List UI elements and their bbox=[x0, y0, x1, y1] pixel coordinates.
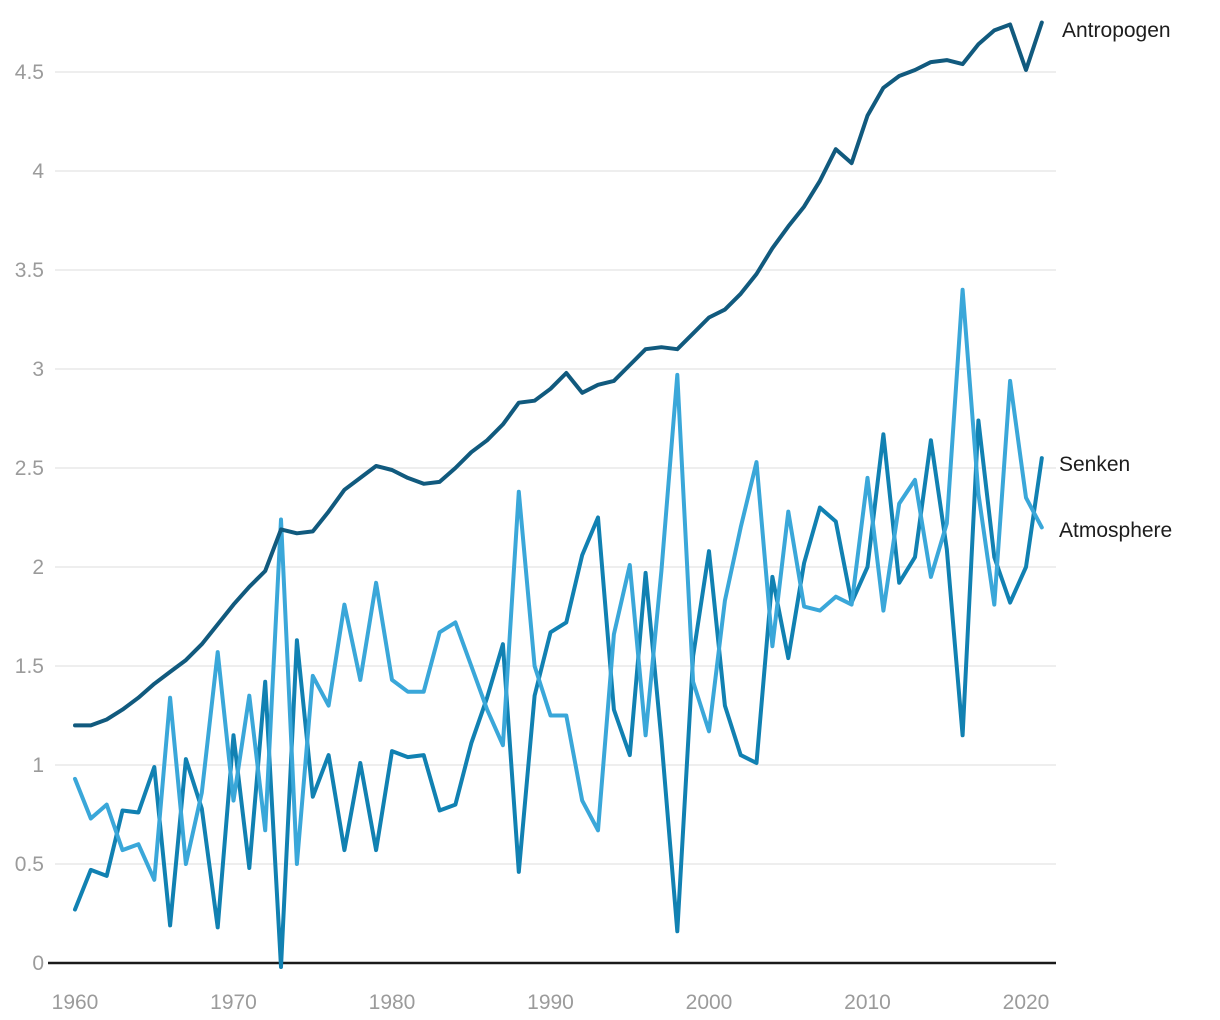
x-tick-label: 2000 bbox=[686, 991, 733, 1014]
x-tick-label: 1970 bbox=[210, 991, 257, 1014]
y-tick-label: 3.5 bbox=[15, 259, 44, 282]
x-tick-label: 1990 bbox=[527, 991, 574, 1014]
y-tick-label: 0 bbox=[32, 952, 44, 975]
x-tick-label: 2010 bbox=[844, 991, 891, 1014]
series-label-senken: Senken bbox=[1059, 453, 1131, 476]
x-tick-label: 1960 bbox=[52, 991, 99, 1014]
series-line-atmosphere bbox=[73, 287, 1044, 882]
y-tick-label: 2 bbox=[32, 556, 44, 579]
series-label-atmosphere: Atmosphere bbox=[1059, 519, 1173, 542]
y-tick-label: 3 bbox=[32, 358, 44, 381]
x-tick-label: 1980 bbox=[369, 991, 416, 1014]
y-tick-label: 2.5 bbox=[15, 457, 44, 480]
y-tick-label: 4.5 bbox=[15, 61, 44, 84]
y-tick-label: 0.5 bbox=[15, 853, 44, 876]
x-tick-label: 2020 bbox=[1003, 991, 1050, 1014]
y-tick-label: 1.5 bbox=[15, 655, 44, 678]
series-label-antropogen: Antropogen bbox=[1062, 19, 1171, 42]
y-tick-label: 1 bbox=[32, 754, 44, 777]
series-line-antropogen bbox=[73, 20, 1044, 728]
y-tick-label: 4 bbox=[32, 160, 44, 183]
series-line-senken bbox=[73, 418, 1044, 969]
